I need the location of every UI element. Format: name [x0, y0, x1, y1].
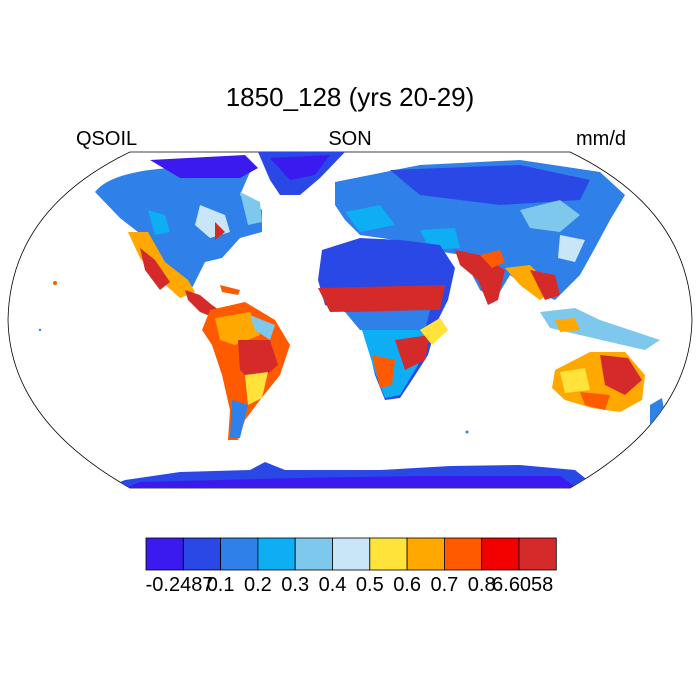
colorbar-tick-label: 0.1	[206, 574, 235, 596]
units-label: mm/d	[576, 128, 626, 150]
australia	[552, 352, 645, 412]
land-fields	[38, 152, 665, 488]
island-dot	[38, 328, 42, 332]
colorbar-box	[220, 537, 259, 571]
colorbar-box	[406, 537, 445, 571]
colorbar-tick-label: 0.6	[393, 574, 421, 596]
eurasia	[335, 160, 625, 305]
variable-label: QSOIL	[76, 128, 138, 150]
colorbar-box	[145, 537, 184, 571]
colorbar-box	[332, 537, 371, 571]
colorbar-tick-label: 6.6058	[492, 574, 554, 596]
north-america	[95, 155, 262, 298]
colorbar-tick-label: 0.7	[430, 574, 459, 596]
colorbar-tick-label: 0.8	[467, 574, 496, 596]
colorbar-box	[182, 537, 222, 571]
colorbar-box	[481, 537, 520, 571]
island-dot	[53, 281, 57, 285]
colorbar-tick-label: 0.5	[355, 574, 384, 596]
africa	[318, 238, 455, 400]
colorbar-tick-label: 0.3	[281, 574, 310, 596]
colorbar-box	[443, 537, 483, 571]
colorbar-tick-label: -0.2487	[145, 574, 214, 596]
map-title: 1850_128 (yrs 20-29)	[225, 82, 475, 112]
island-dot	[465, 430, 469, 434]
new-zealand	[650, 398, 665, 425]
colorbar-box	[257, 537, 296, 571]
colorbar-box	[294, 537, 333, 571]
south-america	[202, 302, 290, 440]
colorbar-tick-label: 0.4	[318, 574, 347, 596]
antarctica	[100, 462, 600, 488]
colorbar-tick-label: 0.2	[243, 574, 272, 596]
season-label: SON	[328, 128, 372, 150]
colorbar-box	[369, 537, 408, 571]
colorbar-box	[518, 537, 557, 571]
